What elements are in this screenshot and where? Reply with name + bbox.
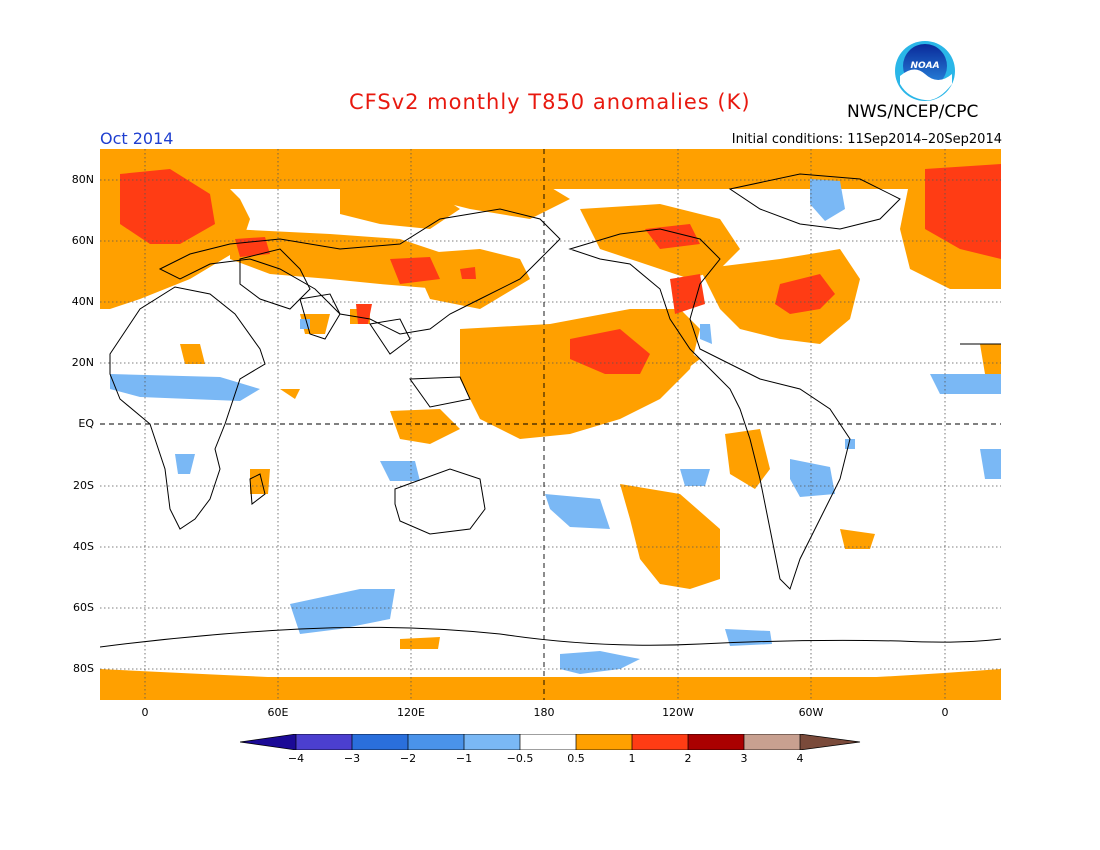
anomaly-map: [100, 149, 1001, 700]
lat-label-60s: 60S: [73, 601, 94, 614]
colorbar-label-05: 0.5: [567, 752, 585, 765]
initial-conditions-label: Initial conditions: 11Sep2014–20Sep2014: [731, 132, 1002, 147]
lon-label-60w: 60W: [798, 706, 824, 719]
colorbar-swatch-lt-minus4: [240, 734, 296, 750]
colorbar-swatch-minus1-minus05: [464, 734, 520, 750]
lon-label-120e: 120E: [397, 706, 425, 719]
colorbar-label-minus05: −0.5: [506, 752, 534, 765]
coastlines: [100, 173, 1001, 648]
colorbar-swatch-1-2: [632, 734, 688, 750]
lon-label-60e: 60E: [267, 706, 289, 719]
colorbar-label-1: 1: [628, 752, 636, 765]
colorbar-swatch-2-3: [688, 734, 744, 750]
colorbar-swatch-minus2-minus1: [408, 734, 464, 750]
lon-label-180: 180: [533, 706, 555, 719]
colorbar-swatch-minus4-minus3: [296, 734, 352, 750]
colorbar-swatch-3-4: [744, 734, 800, 750]
lon-label-0-west: 0: [141, 706, 149, 719]
colorbar-swatch-gt-4: [800, 734, 860, 750]
noaa-logo: NOAA: [895, 41, 955, 101]
lat-label-eq: EQ: [78, 417, 94, 430]
lat-label-60n: 60N: [71, 234, 94, 247]
colorbar: [240, 734, 861, 750]
chart-title: CFSv2 monthly T850 anomalies (K): [349, 90, 751, 114]
agency-label: NWS/NCEP/CPC: [847, 102, 979, 122]
equator-dateline: [100, 149, 1001, 700]
noaa-logo-text: NOAA: [910, 61, 939, 71]
lat-label-80s: 80S: [73, 662, 94, 675]
anomaly-fill-lightblue: [110, 179, 1001, 674]
colorbar-label-minus2: −2: [399, 752, 417, 765]
lat-label-20s: 20S: [73, 479, 94, 492]
valid-month-label: Oct 2014: [100, 129, 174, 148]
colorbar-label-minus4: −4: [287, 752, 305, 765]
colorbar-label-2: 2: [684, 752, 692, 765]
colorbar-label-minus3: −3: [343, 752, 361, 765]
colorbar-swatch-minus3-minus2: [352, 734, 408, 750]
lat-label-40s: 40S: [73, 540, 94, 553]
lat-label-20n: 20N: [71, 356, 94, 369]
colorbar-label-3: 3: [740, 752, 748, 765]
lon-label-120w: 120W: [662, 706, 694, 719]
anomaly-fill-red: [120, 164, 1001, 374]
lon-label-0-east: 0: [941, 706, 949, 719]
lat-label-40n: 40N: [71, 295, 94, 308]
lat-label-80n: 80N: [71, 173, 94, 186]
colorbar-swatch-05-1: [576, 734, 632, 750]
colorbar-label-4: 4: [796, 752, 804, 765]
colorbar-label-minus1: −1: [455, 752, 473, 765]
colorbar-swatch-neutral: [520, 734, 576, 750]
